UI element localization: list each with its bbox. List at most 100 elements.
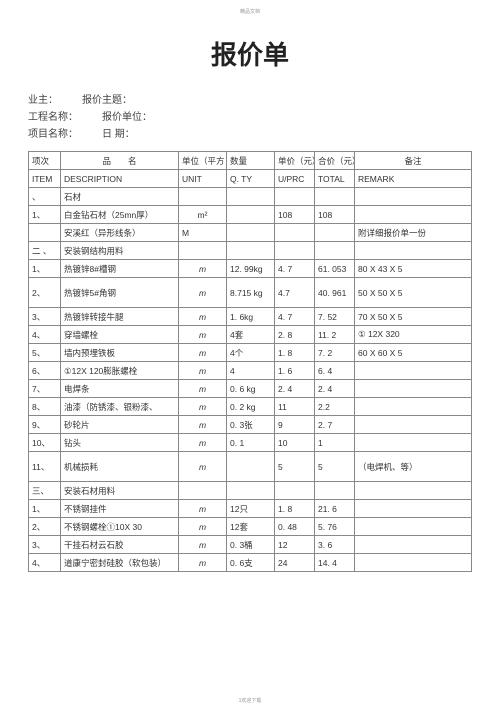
cell-item: 1、 <box>29 206 61 224</box>
table-row: 4、穿墙螺栓m4套2. 811. 2① 12X 320 <box>29 326 472 344</box>
cell-desc: 热镀锌转接牛腿 <box>61 308 179 326</box>
cell-item: 3、 <box>29 536 61 554</box>
cell-total: 61. 053 <box>315 260 355 278</box>
table-row: 9、砂轮片m0. 3张92. 7 <box>29 416 472 434</box>
cell-unit: m <box>179 362 227 380</box>
cell-unit: m <box>179 308 227 326</box>
cell-unit: m <box>179 518 227 536</box>
cell-uprc: 4. 7 <box>275 260 315 278</box>
cell-uprc: 4.7 <box>275 278 315 308</box>
cell-remark: 附详细报价单一份 <box>355 224 472 242</box>
cell-qty: 0. 6支 <box>227 554 275 572</box>
cell-total: 21. 6 <box>315 500 355 518</box>
cell-qty <box>227 242 275 260</box>
cell-uprc: 5 <box>275 452 315 482</box>
cell-unit: m <box>179 344 227 362</box>
hdr2-desc: DESCRIPTION <box>61 170 179 188</box>
table-row: 8、油漆（防锈漆、银粉漆、m0. 2 kg112.2 <box>29 398 472 416</box>
cell-desc: 石材 <box>61 188 179 206</box>
cell-total: 40. 961 <box>315 278 355 308</box>
cell-remark <box>355 242 472 260</box>
cell-uprc: 9 <box>275 416 315 434</box>
cell-unit: m <box>179 326 227 344</box>
cell-remark <box>355 188 472 206</box>
cell-total: 1 <box>315 434 355 452</box>
hdr-remark: 备注 <box>355 152 472 170</box>
cell-item: 7、 <box>29 380 61 398</box>
cell-unit <box>179 242 227 260</box>
cell-total: 7. 2 <box>315 344 355 362</box>
cell-qty: 12只 <box>227 500 275 518</box>
cell-desc: 不锈钢挂件 <box>61 500 179 518</box>
cell-desc: 安装钢结构用料 <box>61 242 179 260</box>
cell-uprc: 1. 8 <box>275 344 315 362</box>
table-row: 1、热镀锌8#槽钢m12. 99kg4. 761. 05380 X 43 X 5 <box>29 260 472 278</box>
cell-uprc <box>275 224 315 242</box>
cell-unit: m <box>179 554 227 572</box>
hdr2-unit: UNIT <box>179 170 227 188</box>
cell-uprc <box>275 242 315 260</box>
cell-remark: ① 12X 320 <box>355 326 472 344</box>
cell-qty <box>227 224 275 242</box>
cell-uprc: 24 <box>275 554 315 572</box>
cell-item: 2、 <box>29 278 61 308</box>
cell-remark <box>355 518 472 536</box>
cell-unit: m <box>179 536 227 554</box>
cell-desc: 砂轮片 <box>61 416 179 434</box>
cell-uprc: 1. 8 <box>275 500 315 518</box>
cell-item: 4、 <box>29 554 61 572</box>
table-row: 、石材 <box>29 188 472 206</box>
cell-remark <box>355 554 472 572</box>
table-row: 6、①12X 120膨胀螺栓m41. 66. 4 <box>29 362 472 380</box>
cell-qty: 12套 <box>227 518 275 536</box>
tiny-header: 精品文档 <box>28 8 472 15</box>
cell-item: 、 <box>29 188 61 206</box>
cell-total <box>315 482 355 500</box>
cell-remark: 60 X 60 X 5 <box>355 344 472 362</box>
quote-table: 项次 品 名 单位（平方 数量 单价（元） 合价（元） 备注 ITEM DESC… <box>28 151 472 572</box>
cell-unit <box>179 482 227 500</box>
table-row: 三、安装石材用料 <box>29 482 472 500</box>
cell-uprc: 108 <box>275 206 315 224</box>
cell-remark <box>355 434 472 452</box>
cell-uprc: 1. 6 <box>275 362 315 380</box>
cell-desc: 电焊条 <box>61 380 179 398</box>
cell-desc: 穿墙螺栓 <box>61 326 179 344</box>
cell-qty <box>227 452 275 482</box>
cell-remark: （电焊机、等） <box>355 452 472 482</box>
cell-item: 2、 <box>29 518 61 536</box>
hdr-uprc: 单价（元） <box>275 152 315 170</box>
cell-desc: 道康宁密封硅胶（软包装） <box>61 554 179 572</box>
table-row: 7、电焊条m0. 6 kg2. 42. 4 <box>29 380 472 398</box>
cell-remark <box>355 482 472 500</box>
table-row: 1、白金钻石材（25mn厚）m²108108 <box>29 206 472 224</box>
cell-remark <box>355 398 472 416</box>
table-row: 3、热镀锌转接牛腿m1. 6kg4. 77. 5270 X 50 X 5 <box>29 308 472 326</box>
cell-uprc: 2. 4 <box>275 380 315 398</box>
table-row: 4、道康宁密封硅胶（软包装）m0. 6支2414. 4 <box>29 554 472 572</box>
cell-total <box>315 242 355 260</box>
cell-desc: 安装石材用料 <box>61 482 179 500</box>
cell-remark: 70 X 50 X 5 <box>355 308 472 326</box>
cell-desc: 机械损耗 <box>61 452 179 482</box>
cell-remark: 80 X 43 X 5 <box>355 260 472 278</box>
cell-unit: m <box>179 434 227 452</box>
cell-uprc: 2. 8 <box>275 326 315 344</box>
hdr-unit: 单位（平方 <box>179 152 227 170</box>
cell-unit: m <box>179 260 227 278</box>
cell-total: 11. 2 <box>315 326 355 344</box>
cell-total: 5. 76 <box>315 518 355 536</box>
cell-total <box>315 224 355 242</box>
cell-desc: 不锈钢螺栓①10X 30 <box>61 518 179 536</box>
cell-total: 3. 6 <box>315 536 355 554</box>
table-row: 10、钻头m0. 1101 <box>29 434 472 452</box>
cell-qty: 0. 3桶 <box>227 536 275 554</box>
cell-item: 3、 <box>29 308 61 326</box>
cell-qty: 1. 6kg <box>227 308 275 326</box>
cell-unit: m <box>179 398 227 416</box>
hdr2-total: TOTAL <box>315 170 355 188</box>
table-row: 1、不锈钢挂件m12只1. 821. 6 <box>29 500 472 518</box>
cell-total: 6. 4 <box>315 362 355 380</box>
cell-qty: 0. 1 <box>227 434 275 452</box>
cell-total <box>315 188 355 206</box>
